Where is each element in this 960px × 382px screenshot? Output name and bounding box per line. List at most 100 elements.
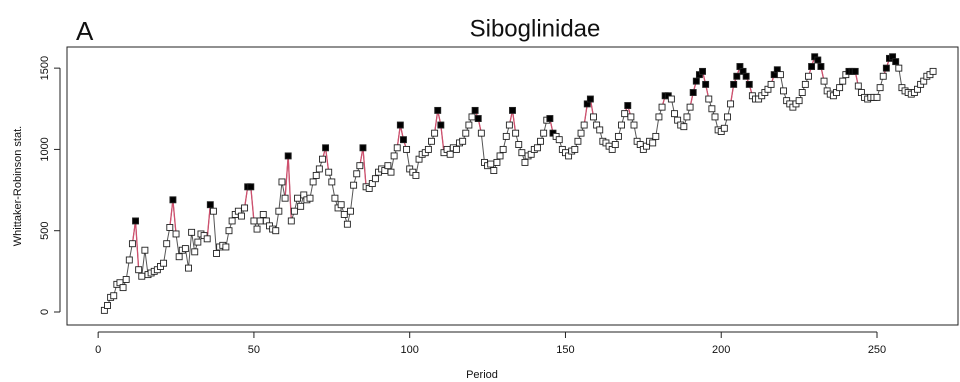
point-open — [574, 137, 582, 145]
point-open — [203, 235, 211, 243]
point-open — [172, 230, 180, 238]
point-open — [315, 165, 323, 173]
y-tick-label: 1000 — [39, 137, 51, 161]
point-open — [403, 145, 411, 153]
point-filled — [437, 121, 445, 129]
point-open — [801, 80, 809, 88]
point-filled — [132, 217, 139, 225]
point-open — [250, 217, 258, 225]
point-filled — [206, 201, 214, 209]
highlight-segment — [172, 199, 177, 235]
point-open — [873, 93, 881, 101]
point-open — [424, 145, 432, 153]
highlight-segment — [134, 220, 140, 270]
point-open — [680, 123, 688, 131]
point-open — [340, 211, 348, 218]
point-open — [521, 158, 529, 166]
y-axis-label: Whittaker-Robinson stat. — [12, 126, 24, 246]
point-open — [431, 129, 439, 137]
point-open — [611, 141, 619, 148]
panel-label: A — [76, 16, 94, 46]
point-open — [462, 129, 470, 137]
point-filled — [689, 89, 697, 96]
x-tick-label: 50 — [248, 344, 260, 356]
point-open — [446, 150, 454, 158]
point-open — [499, 145, 507, 153]
point-open — [537, 137, 544, 145]
highlight-segment — [433, 110, 439, 134]
point-filled — [434, 106, 442, 114]
point-open — [384, 162, 392, 170]
point-open — [727, 100, 735, 108]
point-open — [518, 149, 526, 157]
highlight-segment — [169, 199, 174, 228]
point-open — [652, 132, 660, 140]
highlight-segment — [324, 147, 330, 173]
highlight-segment — [243, 186, 249, 209]
chart-title: Siboglinidae — [470, 15, 601, 42]
point-open — [596, 126, 604, 134]
point-open — [929, 67, 937, 75]
point-open — [297, 202, 305, 210]
point-filled — [702, 80, 710, 88]
point-open — [328, 178, 336, 186]
point-filled — [730, 80, 738, 88]
point-open — [412, 171, 420, 179]
point-open — [879, 72, 887, 80]
point-open — [160, 259, 168, 267]
point-open — [278, 178, 286, 186]
point-open — [213, 250, 220, 257]
point-open — [428, 137, 435, 145]
point-open — [655, 113, 663, 121]
point-open — [294, 194, 301, 202]
point-open — [188, 228, 196, 236]
point-open — [720, 124, 728, 132]
x-tick-label: 200 — [712, 344, 730, 356]
y-tick-label: 1500 — [39, 56, 51, 80]
point-open — [798, 89, 806, 96]
point-open — [175, 253, 183, 261]
point-open — [496, 152, 504, 160]
plot-frame — [66, 46, 959, 326]
point-filled — [284, 152, 292, 160]
point-open — [805, 72, 812, 80]
point-open — [331, 194, 339, 202]
point-open — [185, 264, 192, 272]
point-open — [181, 245, 189, 253]
point-open — [820, 77, 828, 85]
point-open — [780, 87, 787, 95]
point-open — [708, 105, 716, 113]
highlight-segment — [362, 147, 367, 187]
point-open — [104, 302, 111, 309]
point-open — [630, 121, 638, 129]
point-filled — [892, 58, 900, 66]
y-tick-label: 500 — [39, 222, 51, 240]
point-filled — [400, 136, 407, 144]
highlight-segment — [131, 220, 137, 244]
point-open — [683, 113, 691, 121]
point-open — [390, 152, 398, 160]
point-open — [667, 95, 675, 103]
point-open — [319, 155, 326, 163]
point-open — [839, 77, 847, 85]
point-filled — [814, 56, 822, 64]
point-filled — [509, 106, 516, 114]
point-open — [356, 162, 364, 170]
point-open — [387, 168, 395, 176]
point-open — [371, 175, 379, 183]
point-open — [580, 121, 588, 129]
point-open — [465, 121, 473, 129]
point-open — [555, 136, 563, 144]
point-open — [686, 103, 694, 111]
point-filled — [692, 77, 700, 85]
point-open — [621, 110, 629, 118]
highlight-segment — [511, 110, 517, 134]
point-filled — [808, 63, 816, 70]
point-filled — [742, 72, 750, 80]
point-open — [290, 207, 298, 215]
point-open — [649, 139, 657, 147]
y-tick-label: 0 — [39, 309, 51, 315]
point-open — [795, 97, 803, 105]
point-open — [836, 84, 844, 92]
